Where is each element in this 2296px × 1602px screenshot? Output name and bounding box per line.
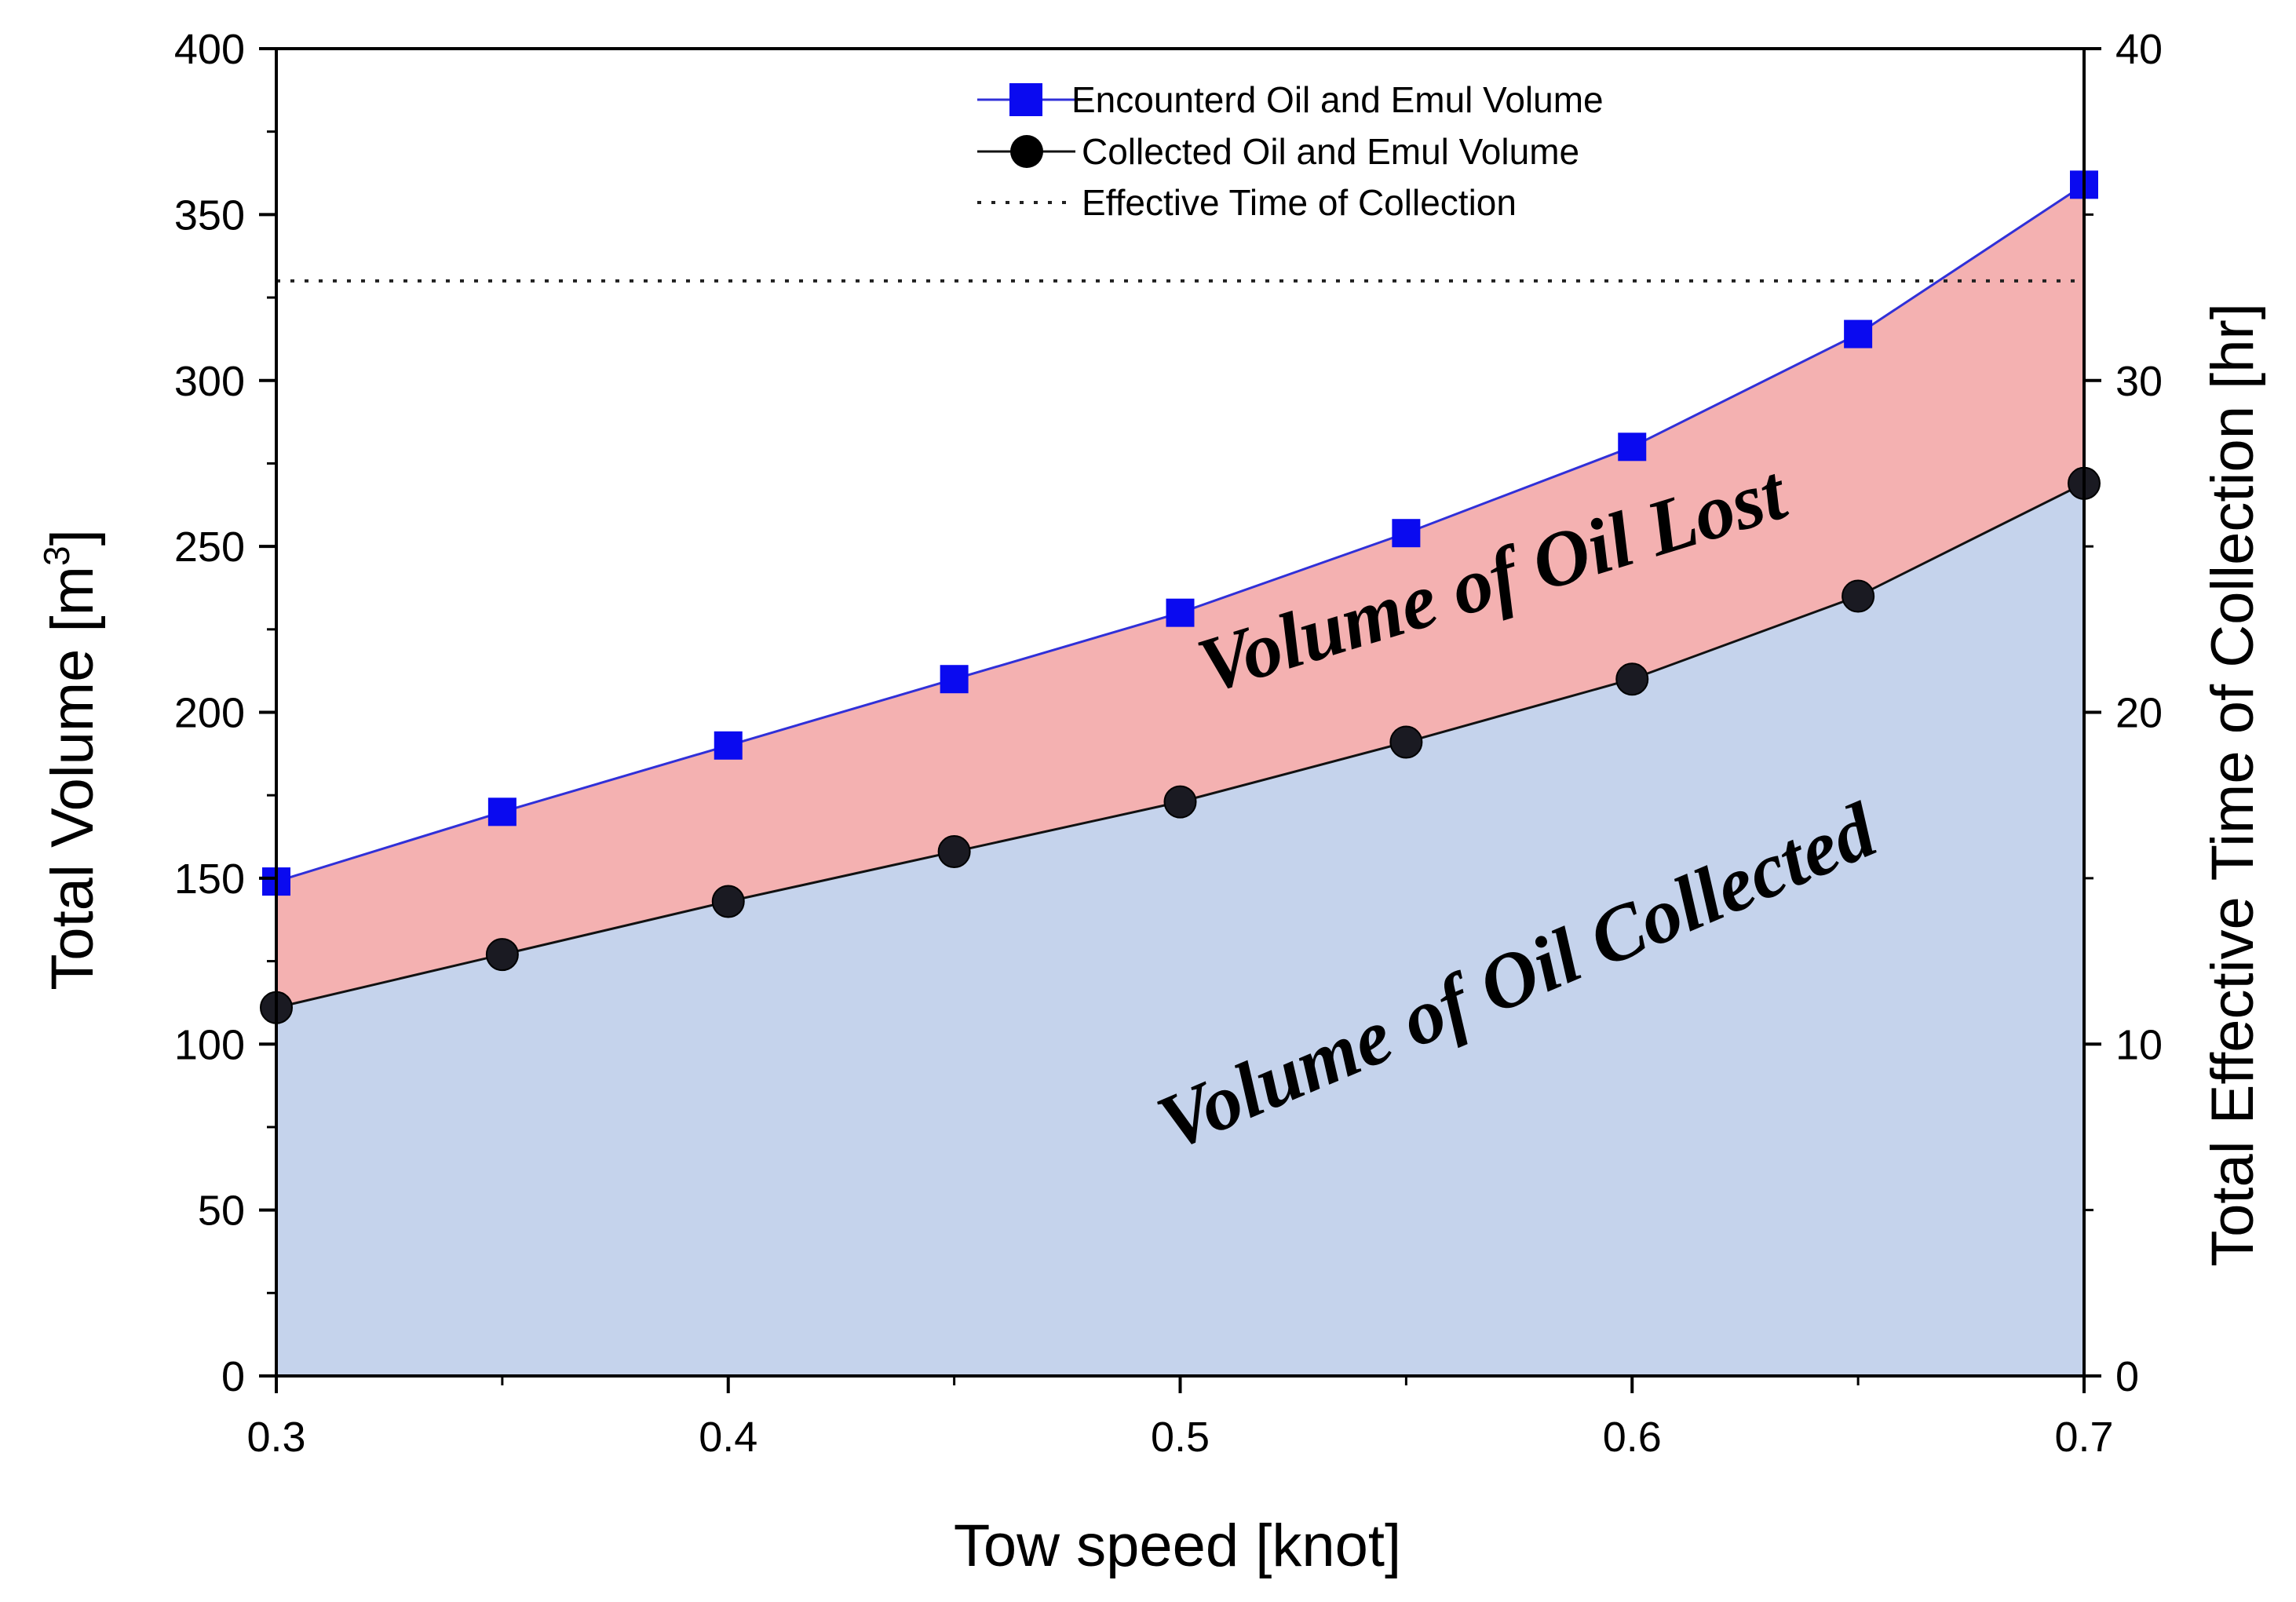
data-point-collected-1 — [485, 938, 519, 972]
x-tick-label: 0.5 — [1151, 1414, 1210, 1461]
y-tick-label: 0 — [221, 1353, 245, 1400]
y-tick-label: 150 — [174, 856, 245, 903]
x-tick-label: 0.7 — [2054, 1414, 2113, 1461]
legend-label-collected: Collected Oil and Emul Volume — [1082, 131, 1579, 172]
y-axis-title-suffix: ] — [39, 529, 106, 546]
data-point-encountered-2 — [714, 731, 743, 760]
region-oil-collected — [276, 483, 2084, 1376]
legend-marker-circle — [1010, 135, 1043, 168]
legend-marker-square — [1009, 83, 1042, 116]
y-tick-label: 50 — [198, 1188, 245, 1235]
legend-label-effective-time: Effective Time of Collection — [1082, 182, 1517, 223]
data-point-encountered-6 — [1618, 432, 1647, 462]
data-point-collected-6 — [1615, 662, 1649, 696]
y-axis-title: Total Volume [m3] — [36, 529, 106, 990]
y-tick-label: 400 — [174, 26, 245, 73]
y-axis-title-main: Total Volume [m — [39, 566, 106, 991]
x-tick-label: 0.6 — [1603, 1414, 1662, 1461]
y-axis-title-superscript: 3 — [36, 546, 77, 566]
y2-axis-title: Total Effective Time of Collection [hr] — [2199, 303, 2266, 1267]
y-tick-label: 250 — [174, 524, 245, 571]
data-point-encountered-4 — [1166, 598, 1195, 627]
chart-regions — [276, 184, 2084, 1376]
region-oil-lost — [276, 184, 2084, 1008]
data-point-collected-5 — [1389, 725, 1423, 759]
y2-tick-label: 20 — [2115, 690, 2163, 737]
y-tick-label: 200 — [174, 690, 245, 737]
x-tick-label: 0.3 — [246, 1414, 305, 1461]
data-point-collected-2 — [711, 885, 745, 918]
x-tick-label: 0.4 — [699, 1414, 757, 1461]
data-point-encountered-7 — [1844, 319, 1873, 348]
y2-tick-label: 0 — [2115, 1353, 2139, 1400]
data-point-encountered-1 — [487, 797, 517, 827]
data-point-collected-3 — [937, 835, 971, 869]
data-point-encountered-3 — [940, 665, 969, 694]
legend-label-encountered: Encounterd Oil and Emul Volume — [1071, 79, 1604, 120]
y-tick-label: 100 — [174, 1021, 245, 1068]
x-axis-title: Tow speed [knot] — [954, 1513, 1401, 1579]
y-tick-label: 300 — [174, 358, 245, 405]
y2-tick-label: 40 — [2115, 26, 2163, 73]
legend: Encounterd Oil and Emul Volume Collected… — [977, 79, 1604, 223]
y2-tick-label: 30 — [2115, 358, 2163, 405]
data-point-encountered-5 — [1392, 519, 1421, 548]
data-point-collected-7 — [1842, 579, 1875, 613]
y2-tick-label: 10 — [2115, 1021, 2163, 1068]
data-point-collected-4 — [1163, 785, 1197, 819]
chart-axes: 0 50 100 150 200 250 300 350 400 0 10 20 30 40 0.3 0.4 0… — [174, 26, 2163, 1461]
y-tick-label: 350 — [174, 192, 245, 239]
